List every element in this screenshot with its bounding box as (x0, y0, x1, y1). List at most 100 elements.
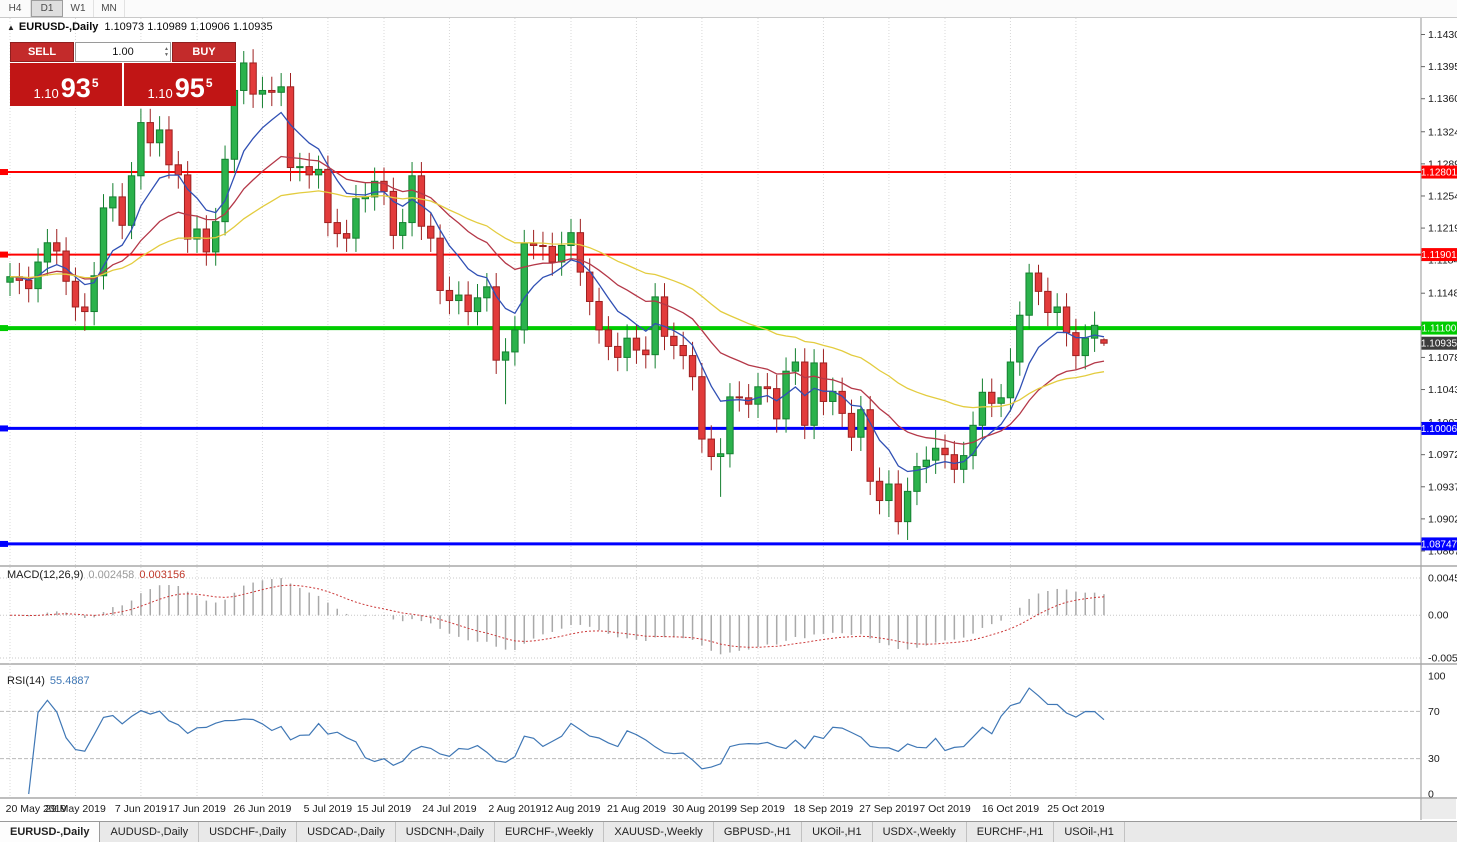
moving-average-line (9, 155, 1105, 445)
buy-button[interactable]: BUY (172, 42, 236, 62)
candle-body (501, 351, 510, 361)
price-axis-label: 1.09020 (1428, 513, 1457, 525)
hline-price-label[interactable] (1421, 248, 1457, 262)
svg-text:1.11901: 1.11901 (1421, 250, 1457, 261)
hline-handle (0, 251, 8, 258)
tf-button-h4[interactable]: H4 (0, 0, 31, 17)
candle-body (688, 355, 697, 378)
volume-input[interactable]: 1.00 ▲ ▼ (75, 42, 171, 62)
tab-eurchf-h1[interactable]: EURCHF-,H1 (967, 822, 1055, 842)
candle-body (875, 480, 884, 502)
candle-body (202, 228, 211, 253)
candle-body (978, 391, 987, 426)
tf-button-mn[interactable]: MN (94, 0, 125, 17)
price-axis-label: 1.12540 (1428, 190, 1457, 202)
date-axis-label: 27 Sep 2019 (859, 803, 919, 815)
price-axis-label: 1.13600 (1428, 93, 1457, 105)
tab-xauusd-weekly[interactable]: XAUUSD-,Weekly (604, 822, 714, 842)
candle-body (221, 158, 229, 223)
candle-body (417, 175, 426, 227)
tf-button-d1[interactable]: D1 (31, 0, 63, 17)
tab-eurchf-weekly[interactable]: EURCHF-,Weekly (495, 822, 605, 842)
candle-body (931, 447, 940, 461)
rsi-axis-label: 100 (1428, 671, 1446, 683)
candle-body (53, 242, 61, 252)
spinner-up-icon[interactable]: ▲ (164, 46, 169, 52)
candle-body (445, 289, 454, 302)
candle-body (333, 222, 341, 235)
sell-price-display[interactable]: 1.10 93 5 (10, 63, 122, 106)
hline-handle (0, 425, 8, 432)
buy-price-display[interactable]: 1.10 95 5 (124, 63, 236, 106)
svg-text:1.10006: 1.10006 (1421, 424, 1457, 435)
candle-body (847, 412, 856, 438)
candle-body (735, 396, 743, 399)
rsi-axis-label: 70 (1428, 706, 1440, 718)
date-axis-label: 29 May 2019 (45, 803, 106, 815)
hline-price-label[interactable] (1421, 321, 1457, 335)
tab-usdcad-daily[interactable]: USDCAD-,Daily (297, 822, 396, 842)
timeframe-toolbar: H4 D1 W1 MN (0, 0, 1457, 18)
moving-average-line (9, 111, 1105, 473)
candle-body (857, 409, 865, 438)
current-price-label (1421, 336, 1457, 350)
candle-body (782, 370, 790, 420)
candle-body (754, 386, 762, 405)
candle-body (258, 89, 267, 95)
candle-body (988, 391, 996, 404)
date-axis-label: 24 Jul 2019 (422, 803, 476, 815)
hline-handle (0, 169, 8, 176)
candle-body (679, 345, 687, 357)
tab-eurusd-daily[interactable]: EURUSD-,Daily (0, 822, 101, 842)
tab-gbpusd-h1[interactable]: GBPUSD-,H1 (714, 822, 803, 842)
tab-usoil-h1[interactable]: USOil-,H1 (1054, 822, 1125, 842)
sell-price-big: 1.10 (33, 86, 59, 101)
candle-body (1016, 314, 1024, 363)
moving-average-line (9, 190, 1105, 409)
candle-body (1025, 272, 1033, 316)
candle-body (389, 190, 398, 236)
price-axis-label: 1.14300 (1428, 29, 1457, 41)
candle-body (464, 294, 472, 313)
candle-body (455, 294, 463, 302)
hline-price-label[interactable] (1421, 537, 1457, 551)
hline-price-label[interactable] (1421, 165, 1457, 179)
candle-body (155, 129, 164, 144)
spinner-down-icon[interactable]: ▼ (164, 52, 169, 58)
rsi-line (28, 687, 1105, 795)
volume-spinner[interactable]: ▲ ▼ (164, 44, 169, 60)
candle-body (763, 386, 772, 390)
candle-body (249, 62, 257, 95)
tab-usdchf-daily[interactable]: USDCHF-,Daily (199, 822, 298, 842)
candle-body (296, 166, 304, 169)
sell-button[interactable]: SELL (10, 42, 74, 62)
date-axis-label: 17 Jun 2019 (168, 803, 226, 815)
candle-body (950, 454, 959, 470)
buy-price-big: 1.10 (147, 86, 173, 101)
candle-body (539, 245, 547, 248)
candle-body (473, 297, 482, 313)
tab-usdcnh-daily[interactable]: USDCNH-,Daily (396, 822, 495, 842)
date-axis-label: 5 Jul 2019 (304, 803, 353, 815)
tab-audusd-daily[interactable]: AUDUSD-,Daily (100, 822, 200, 842)
candle-body (99, 207, 108, 277)
candle-body (81, 306, 89, 313)
tab-ukoil-h1[interactable]: UKOil-,H1 (802, 822, 873, 842)
candle-body (183, 174, 192, 240)
tab-usdx-weekly[interactable]: USDX-,Weekly (873, 822, 967, 842)
collapse-panel-icon[interactable]: ▲ (7, 23, 15, 32)
macd-signal-line (9, 584, 1105, 648)
candle-body (25, 279, 33, 290)
candle-body (240, 62, 248, 91)
candle-body (483, 286, 491, 299)
rsi-label: RSI(14) (7, 675, 45, 687)
tf-button-w1[interactable]: W1 (63, 0, 94, 17)
candle-body (436, 237, 444, 291)
candle-body (1081, 337, 1089, 357)
candle-body (1053, 306, 1061, 313)
candle-body (268, 89, 276, 93)
candle-body (810, 362, 818, 426)
date-axis-label: 9 Sep 2019 (731, 803, 785, 815)
hline-price-label[interactable] (1421, 421, 1457, 435)
